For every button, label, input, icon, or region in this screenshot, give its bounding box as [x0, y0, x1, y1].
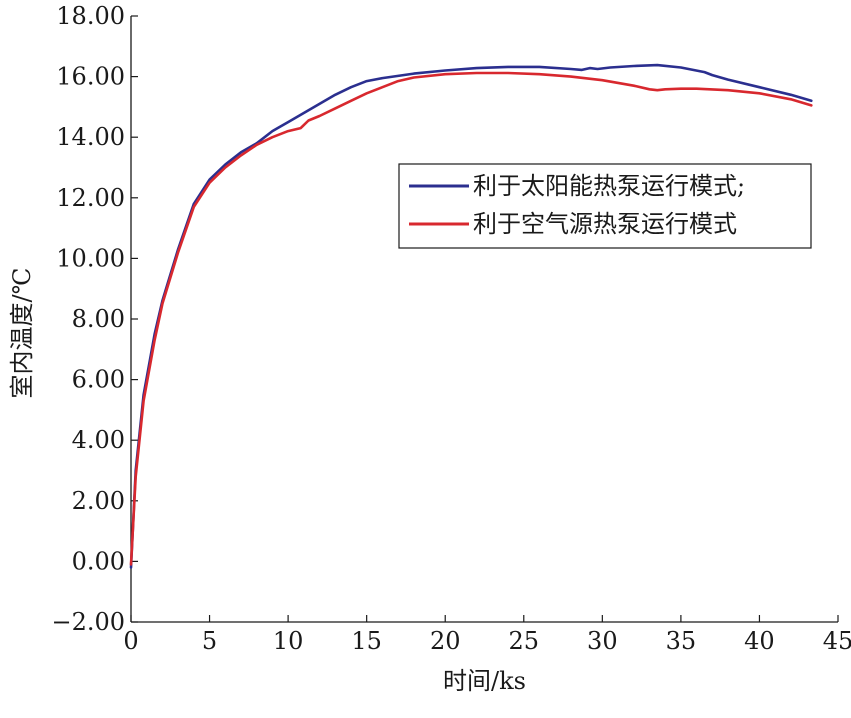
x-tick-label: 40 [744, 627, 775, 655]
axes [130, 16, 838, 623]
legend-box [398, 163, 812, 249]
y-tick-label: 8.00 [72, 305, 125, 333]
y-tick-label: −2.00 [51, 608, 125, 636]
y-tick-label: 6.00 [72, 366, 125, 394]
x-tick-label: 15 [351, 627, 382, 655]
x-axis-title: 时间/ks [443, 667, 526, 695]
y-tick-label: 0.00 [72, 547, 125, 575]
series-group [129, 63, 813, 569]
x-tick-label: 25 [509, 627, 540, 655]
legend: 利于太阳能热泵运行模式; 利于空气源热泵运行模式 [398, 163, 812, 249]
x-tick-label: 35 [666, 627, 697, 655]
y-tick-label: 10.00 [56, 244, 125, 272]
y-tick-label: 4.00 [72, 426, 125, 454]
ticks: −2.00 0.00 2.00 4.00 6.00 8.00 10.00 12.00 14.00… [51, 2, 851, 655]
legend-label-solar: 利于太阳能热泵运行模式; [473, 172, 745, 200]
legend-label-air-source: 利于空气源热泵运行模式 [473, 210, 737, 238]
series-line-1 [129, 71, 813, 566]
x-tick-label: 20 [430, 627, 461, 655]
x-tick-label: 0 [123, 627, 138, 655]
x-tick-label: 10 [273, 627, 304, 655]
y-tick-label: 18.00 [56, 2, 125, 30]
y-tick-label: 12.00 [56, 184, 125, 212]
series-line-0 [129, 63, 813, 569]
y-tick-label: 16.00 [56, 63, 125, 91]
x-tick-label: 45 [823, 627, 851, 655]
y-tick-label: 2.00 [72, 487, 125, 515]
y-axis-title: 室内温度/℃ [8, 268, 36, 399]
x-tick-label: 30 [587, 627, 618, 655]
y-tick-label: 14.00 [56, 123, 125, 151]
x-tick-label: 5 [202, 627, 217, 655]
